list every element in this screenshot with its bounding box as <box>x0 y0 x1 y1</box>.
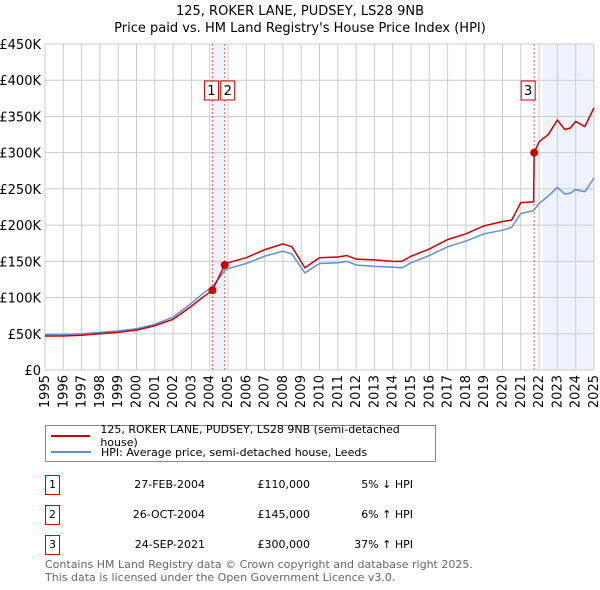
sale-number-box <box>520 80 536 101</box>
transaction-number: 1 <box>45 475 60 495</box>
price-chart: 1995 1996 1997 1998 1999 2000 2001 2002 2003 2004… <box>0 38 600 408</box>
sale-number-label: 2 <box>224 84 232 99</box>
x-tick-label: 2016 <box>422 375 437 408</box>
footer: Contains HM Land Registry data © Crown c… <box>45 558 473 584</box>
transaction-hpi-diff: 5% ↓ HPI <box>361 478 413 491</box>
x-tick-label: 2025 <box>587 375 600 408</box>
transaction-date: 24-SEP-2021 <box>134 538 205 551</box>
transaction-date: 26-OCT-2004 <box>132 508 205 521</box>
shaded-region <box>542 44 594 370</box>
y-tick-label: £200K <box>0 219 41 234</box>
legend: 125, ROKER LANE, PUDSEY, LS28 9NB (semi-… <box>45 423 436 462</box>
transaction-row: 2 26-OCT-2004 £145,000 6% ↑ HPI <box>45 505 445 525</box>
y-tick-label: £50K <box>8 328 42 343</box>
x-tick-label: 2014 <box>386 375 401 408</box>
sale-number-box <box>220 80 236 101</box>
x-tick-label: 2003 <box>184 375 199 408</box>
legend-label: HPI: Average price, semi-detached house,… <box>101 445 368 459</box>
hpi-line <box>45 177 595 336</box>
chart-subtitle: Price paid vs. HM Land Registry's House … <box>114 21 486 36</box>
transaction-price: £110,000 <box>257 478 311 491</box>
transaction-hpi-diff: 6% ↑ HPI <box>361 508 413 521</box>
x-tick-label: 2004 <box>203 375 218 408</box>
x-tick-label: 1998 <box>93 375 108 408</box>
x-tick-label: 1995 <box>38 375 53 408</box>
transaction-row: 1 27-FEB-2004 £110,000 5% ↓ HPI <box>45 475 445 495</box>
x-tick-label: 2011 <box>331 375 346 408</box>
legend-item-hpi: HPI: Average price, semi-detached house,… <box>51 444 367 460</box>
footer-copyright: Contains HM Land Registry data © Crown c… <box>45 558 473 571</box>
sale-number-box <box>203 80 219 101</box>
x-tick-label: 2002 <box>166 375 181 408</box>
x-tick-label: 2009 <box>294 375 309 408</box>
transaction-hpi-diff: 37% ↑ HPI <box>354 538 413 551</box>
y-tick-label: £400K <box>0 74 41 89</box>
y-tick-label: £0 <box>24 364 41 379</box>
x-tick-label: 2015 <box>404 375 419 408</box>
transaction-number: 2 <box>45 505 60 525</box>
y-tick-label: £450K <box>0 38 41 53</box>
footer-licence: This data is licensed under the Open Gov… <box>45 571 396 584</box>
x-tick-label: 2006 <box>239 375 254 408</box>
x-tick-label: 2008 <box>276 375 291 408</box>
x-tick-label: 2000 <box>130 375 145 408</box>
sale-number-label: 3 <box>524 84 532 99</box>
red-line-swatch <box>51 435 91 437</box>
x-tick-label: 2023 <box>550 375 565 408</box>
x-tick-label: 2024 <box>569 375 584 408</box>
x-tick-label: 2001 <box>148 375 163 408</box>
sale-point <box>208 286 217 295</box>
x-tick-label: 2010 <box>313 375 328 408</box>
x-tick-label: 2021 <box>514 375 529 408</box>
legend-label: 125, ROKER LANE, PUDSEY, LS28 9NB (semi-… <box>100 423 400 449</box>
x-tick-label: 2019 <box>477 375 492 408</box>
legend-item-property: 125, ROKER LANE, PUDSEY, LS28 9NB (semi-… <box>51 423 435 449</box>
transaction-price: £300,000 <box>257 538 311 551</box>
y-tick-label: £350K <box>0 110 41 125</box>
x-tick-label: 2020 <box>496 375 511 408</box>
x-tick-label: 1996 <box>56 375 71 408</box>
transaction-row: 3 24-SEP-2021 £300,000 37% ↑ HPI <box>45 535 445 555</box>
x-tick-label: 2013 <box>367 375 382 408</box>
y-tick-label: £150K <box>0 255 41 270</box>
transaction-price: £145,000 <box>257 508 311 521</box>
transaction-date: 27-FEB-2004 <box>134 478 205 491</box>
x-tick-label: 2012 <box>349 375 364 408</box>
sale-point <box>220 260 229 269</box>
y-tick-label: £250K <box>0 183 41 198</box>
x-tick-label: 2005 <box>221 375 236 408</box>
sale-number-label: 1 <box>207 84 215 99</box>
transaction-number: 3 <box>45 535 60 555</box>
x-tick-label: 2022 <box>532 375 547 408</box>
y-tick-label: £300K <box>0 147 41 162</box>
x-tick-label: 1999 <box>111 375 126 408</box>
sale-point <box>530 148 539 157</box>
x-tick-label: 2018 <box>459 375 474 408</box>
property-price-line <box>45 107 595 337</box>
blue-line-swatch <box>51 451 91 453</box>
x-tick-label: 2007 <box>258 375 273 408</box>
x-tick-label: 1997 <box>75 375 90 408</box>
y-tick-label: £100K <box>0 292 41 307</box>
x-tick-label: 2017 <box>441 375 456 408</box>
chart-title: 125, ROKER LANE, PUDSEY, LS28 9NB <box>175 4 424 19</box>
